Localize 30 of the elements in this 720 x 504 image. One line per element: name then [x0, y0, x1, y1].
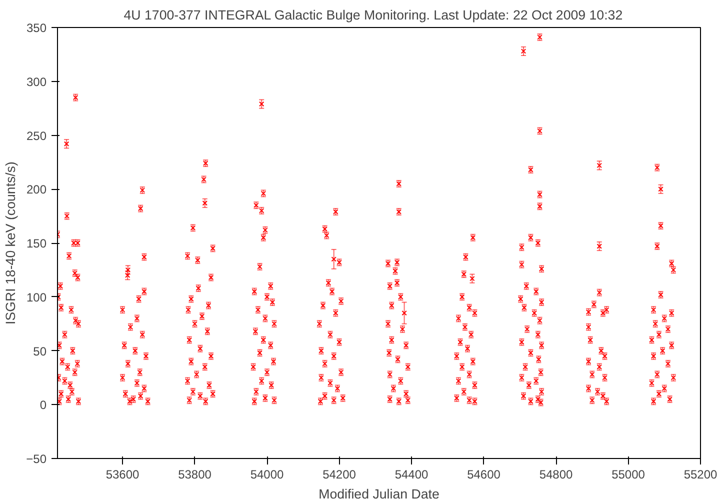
point [58, 283, 64, 289]
x-tick-label: 55000 [612, 468, 646, 482]
x-tick-label: 53800 [178, 468, 212, 482]
point [58, 305, 64, 310]
x-axis-title: Modified Julian Date [318, 486, 440, 502]
y-tick-label: 200 [26, 182, 47, 197]
point [258, 101, 264, 107]
y-tick-label: 0 [40, 398, 47, 412]
point [402, 310, 407, 316]
chart-title: 4U 1700-377 INTEGRAL Galactic Bulge Monitoring. Last Update: 22 Oct 2009 10:32 [124, 8, 623, 22]
x-tick-label: 54800 [539, 468, 574, 482]
point [520, 48, 526, 54]
y-tick-label: 150 [26, 236, 47, 250]
y-tick-label: 300 [26, 74, 47, 89]
x-tick-label: 55200 [684, 468, 718, 482]
point [658, 186, 664, 192]
y-tick-label: 100 [26, 290, 47, 304]
y-axis-title: ISGRI 18-40 keV (counts/s) [3, 162, 18, 324]
y-tick-label: 250 [26, 128, 47, 143]
x-tick-label: 54200 [322, 468, 356, 482]
point [202, 200, 208, 206]
x-tick-label: 53600 [106, 468, 140, 482]
x-tick-label: 54400 [394, 468, 429, 482]
y-tick-label: 50 [33, 344, 47, 358]
x-tick-label: 54000 [250, 468, 284, 482]
y-tick-label: −50 [26, 452, 47, 466]
y-tick-label: 350 [26, 21, 47, 35]
point [596, 244, 602, 249]
x-tick-label: 54600 [467, 468, 501, 482]
point [64, 141, 70, 146]
